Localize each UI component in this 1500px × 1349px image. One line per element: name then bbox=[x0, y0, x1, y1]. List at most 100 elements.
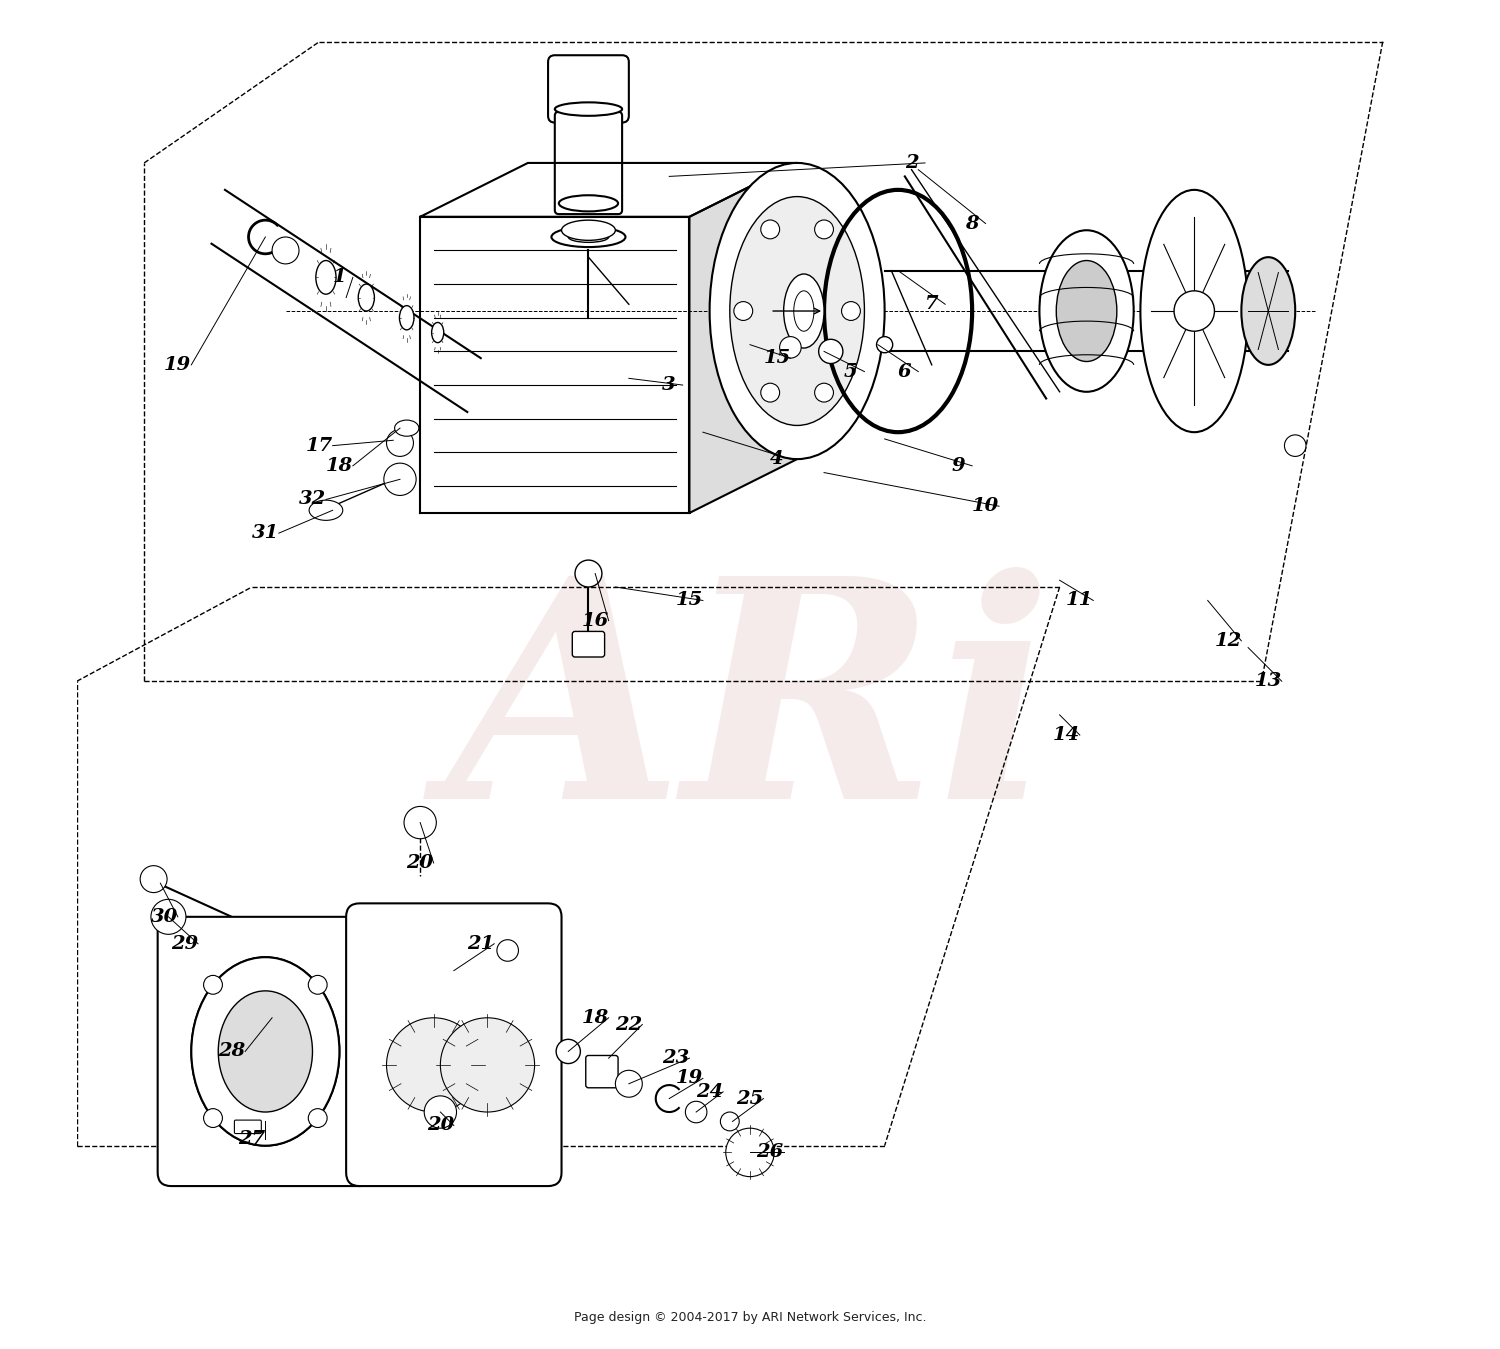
Circle shape bbox=[204, 975, 222, 994]
FancyBboxPatch shape bbox=[158, 917, 374, 1186]
Text: ARi: ARi bbox=[447, 567, 1053, 862]
Ellipse shape bbox=[730, 197, 864, 425]
Ellipse shape bbox=[1140, 190, 1248, 432]
Text: 9: 9 bbox=[952, 457, 966, 475]
Text: 4: 4 bbox=[770, 451, 783, 468]
Ellipse shape bbox=[819, 340, 843, 363]
Text: 2: 2 bbox=[904, 154, 918, 171]
Circle shape bbox=[615, 1070, 642, 1097]
Circle shape bbox=[574, 560, 602, 587]
Text: 7: 7 bbox=[926, 295, 939, 313]
Ellipse shape bbox=[399, 306, 414, 331]
Circle shape bbox=[686, 1101, 706, 1122]
Text: 21: 21 bbox=[466, 935, 495, 952]
Ellipse shape bbox=[1040, 231, 1134, 391]
Ellipse shape bbox=[710, 163, 885, 459]
Ellipse shape bbox=[432, 322, 444, 343]
Circle shape bbox=[309, 1109, 327, 1128]
Ellipse shape bbox=[783, 274, 824, 348]
Text: 15: 15 bbox=[764, 349, 790, 367]
FancyBboxPatch shape bbox=[573, 631, 604, 657]
Text: 13: 13 bbox=[1254, 672, 1282, 691]
FancyBboxPatch shape bbox=[586, 1055, 618, 1087]
Ellipse shape bbox=[568, 232, 609, 243]
Circle shape bbox=[1284, 434, 1306, 456]
Text: Page design © 2004-2017 by ARI Network Services, Inc.: Page design © 2004-2017 by ARI Network S… bbox=[574, 1311, 927, 1325]
Text: 3: 3 bbox=[663, 376, 676, 394]
Text: 28: 28 bbox=[217, 1043, 246, 1060]
Ellipse shape bbox=[555, 103, 622, 116]
Text: 18: 18 bbox=[582, 1009, 609, 1027]
Text: 17: 17 bbox=[306, 437, 333, 455]
Ellipse shape bbox=[394, 420, 418, 436]
Circle shape bbox=[1174, 291, 1215, 332]
Circle shape bbox=[384, 463, 416, 495]
Text: 20: 20 bbox=[406, 854, 433, 871]
Text: 27: 27 bbox=[238, 1130, 266, 1148]
Text: 6: 6 bbox=[898, 363, 912, 380]
Circle shape bbox=[387, 1017, 482, 1112]
Circle shape bbox=[760, 383, 780, 402]
Text: 11: 11 bbox=[1066, 591, 1094, 610]
Circle shape bbox=[815, 220, 834, 239]
Ellipse shape bbox=[309, 500, 344, 521]
Circle shape bbox=[404, 807, 436, 839]
Text: 31: 31 bbox=[252, 525, 279, 542]
Ellipse shape bbox=[561, 220, 615, 240]
Text: 16: 16 bbox=[582, 611, 609, 630]
Text: 22: 22 bbox=[615, 1016, 642, 1033]
Text: 32: 32 bbox=[298, 491, 326, 509]
Ellipse shape bbox=[552, 227, 626, 247]
Ellipse shape bbox=[876, 337, 892, 352]
Text: 14: 14 bbox=[1053, 726, 1080, 745]
FancyBboxPatch shape bbox=[234, 1120, 261, 1133]
Circle shape bbox=[441, 1017, 534, 1112]
Text: 19: 19 bbox=[676, 1070, 703, 1087]
Text: 24: 24 bbox=[696, 1083, 723, 1101]
Circle shape bbox=[815, 383, 834, 402]
Ellipse shape bbox=[1056, 260, 1118, 362]
Text: 10: 10 bbox=[972, 498, 999, 515]
Circle shape bbox=[726, 1128, 774, 1176]
Circle shape bbox=[734, 302, 753, 321]
Ellipse shape bbox=[556, 1039, 580, 1063]
Circle shape bbox=[204, 1109, 222, 1128]
Circle shape bbox=[842, 302, 861, 321]
Ellipse shape bbox=[358, 285, 375, 312]
Text: 5: 5 bbox=[844, 363, 858, 380]
Text: 19: 19 bbox=[164, 356, 192, 374]
Ellipse shape bbox=[560, 196, 618, 212]
Ellipse shape bbox=[1242, 258, 1294, 364]
Ellipse shape bbox=[192, 958, 339, 1145]
Text: 8: 8 bbox=[966, 214, 980, 232]
FancyBboxPatch shape bbox=[548, 55, 628, 123]
Circle shape bbox=[387, 429, 414, 456]
Text: 30: 30 bbox=[152, 908, 178, 925]
Circle shape bbox=[760, 220, 780, 239]
Ellipse shape bbox=[794, 291, 814, 332]
Polygon shape bbox=[690, 163, 796, 513]
FancyBboxPatch shape bbox=[346, 904, 561, 1186]
Ellipse shape bbox=[192, 958, 339, 1145]
Circle shape bbox=[309, 975, 327, 994]
Circle shape bbox=[140, 866, 166, 893]
Circle shape bbox=[152, 900, 186, 935]
Circle shape bbox=[496, 940, 519, 962]
Text: 15: 15 bbox=[676, 591, 703, 610]
Text: 25: 25 bbox=[736, 1090, 764, 1108]
Text: 23: 23 bbox=[663, 1050, 690, 1067]
Circle shape bbox=[272, 237, 298, 264]
Text: 18: 18 bbox=[326, 457, 352, 475]
Ellipse shape bbox=[214, 987, 316, 1116]
Circle shape bbox=[780, 337, 801, 357]
Ellipse shape bbox=[316, 260, 336, 294]
Text: 1: 1 bbox=[333, 268, 346, 286]
Ellipse shape bbox=[217, 992, 312, 1112]
FancyBboxPatch shape bbox=[555, 112, 622, 214]
Ellipse shape bbox=[720, 1112, 740, 1130]
Text: 26: 26 bbox=[756, 1144, 784, 1161]
Text: 29: 29 bbox=[171, 935, 198, 952]
Circle shape bbox=[424, 1095, 456, 1128]
Text: 20: 20 bbox=[426, 1117, 454, 1135]
Text: 12: 12 bbox=[1215, 631, 1242, 650]
